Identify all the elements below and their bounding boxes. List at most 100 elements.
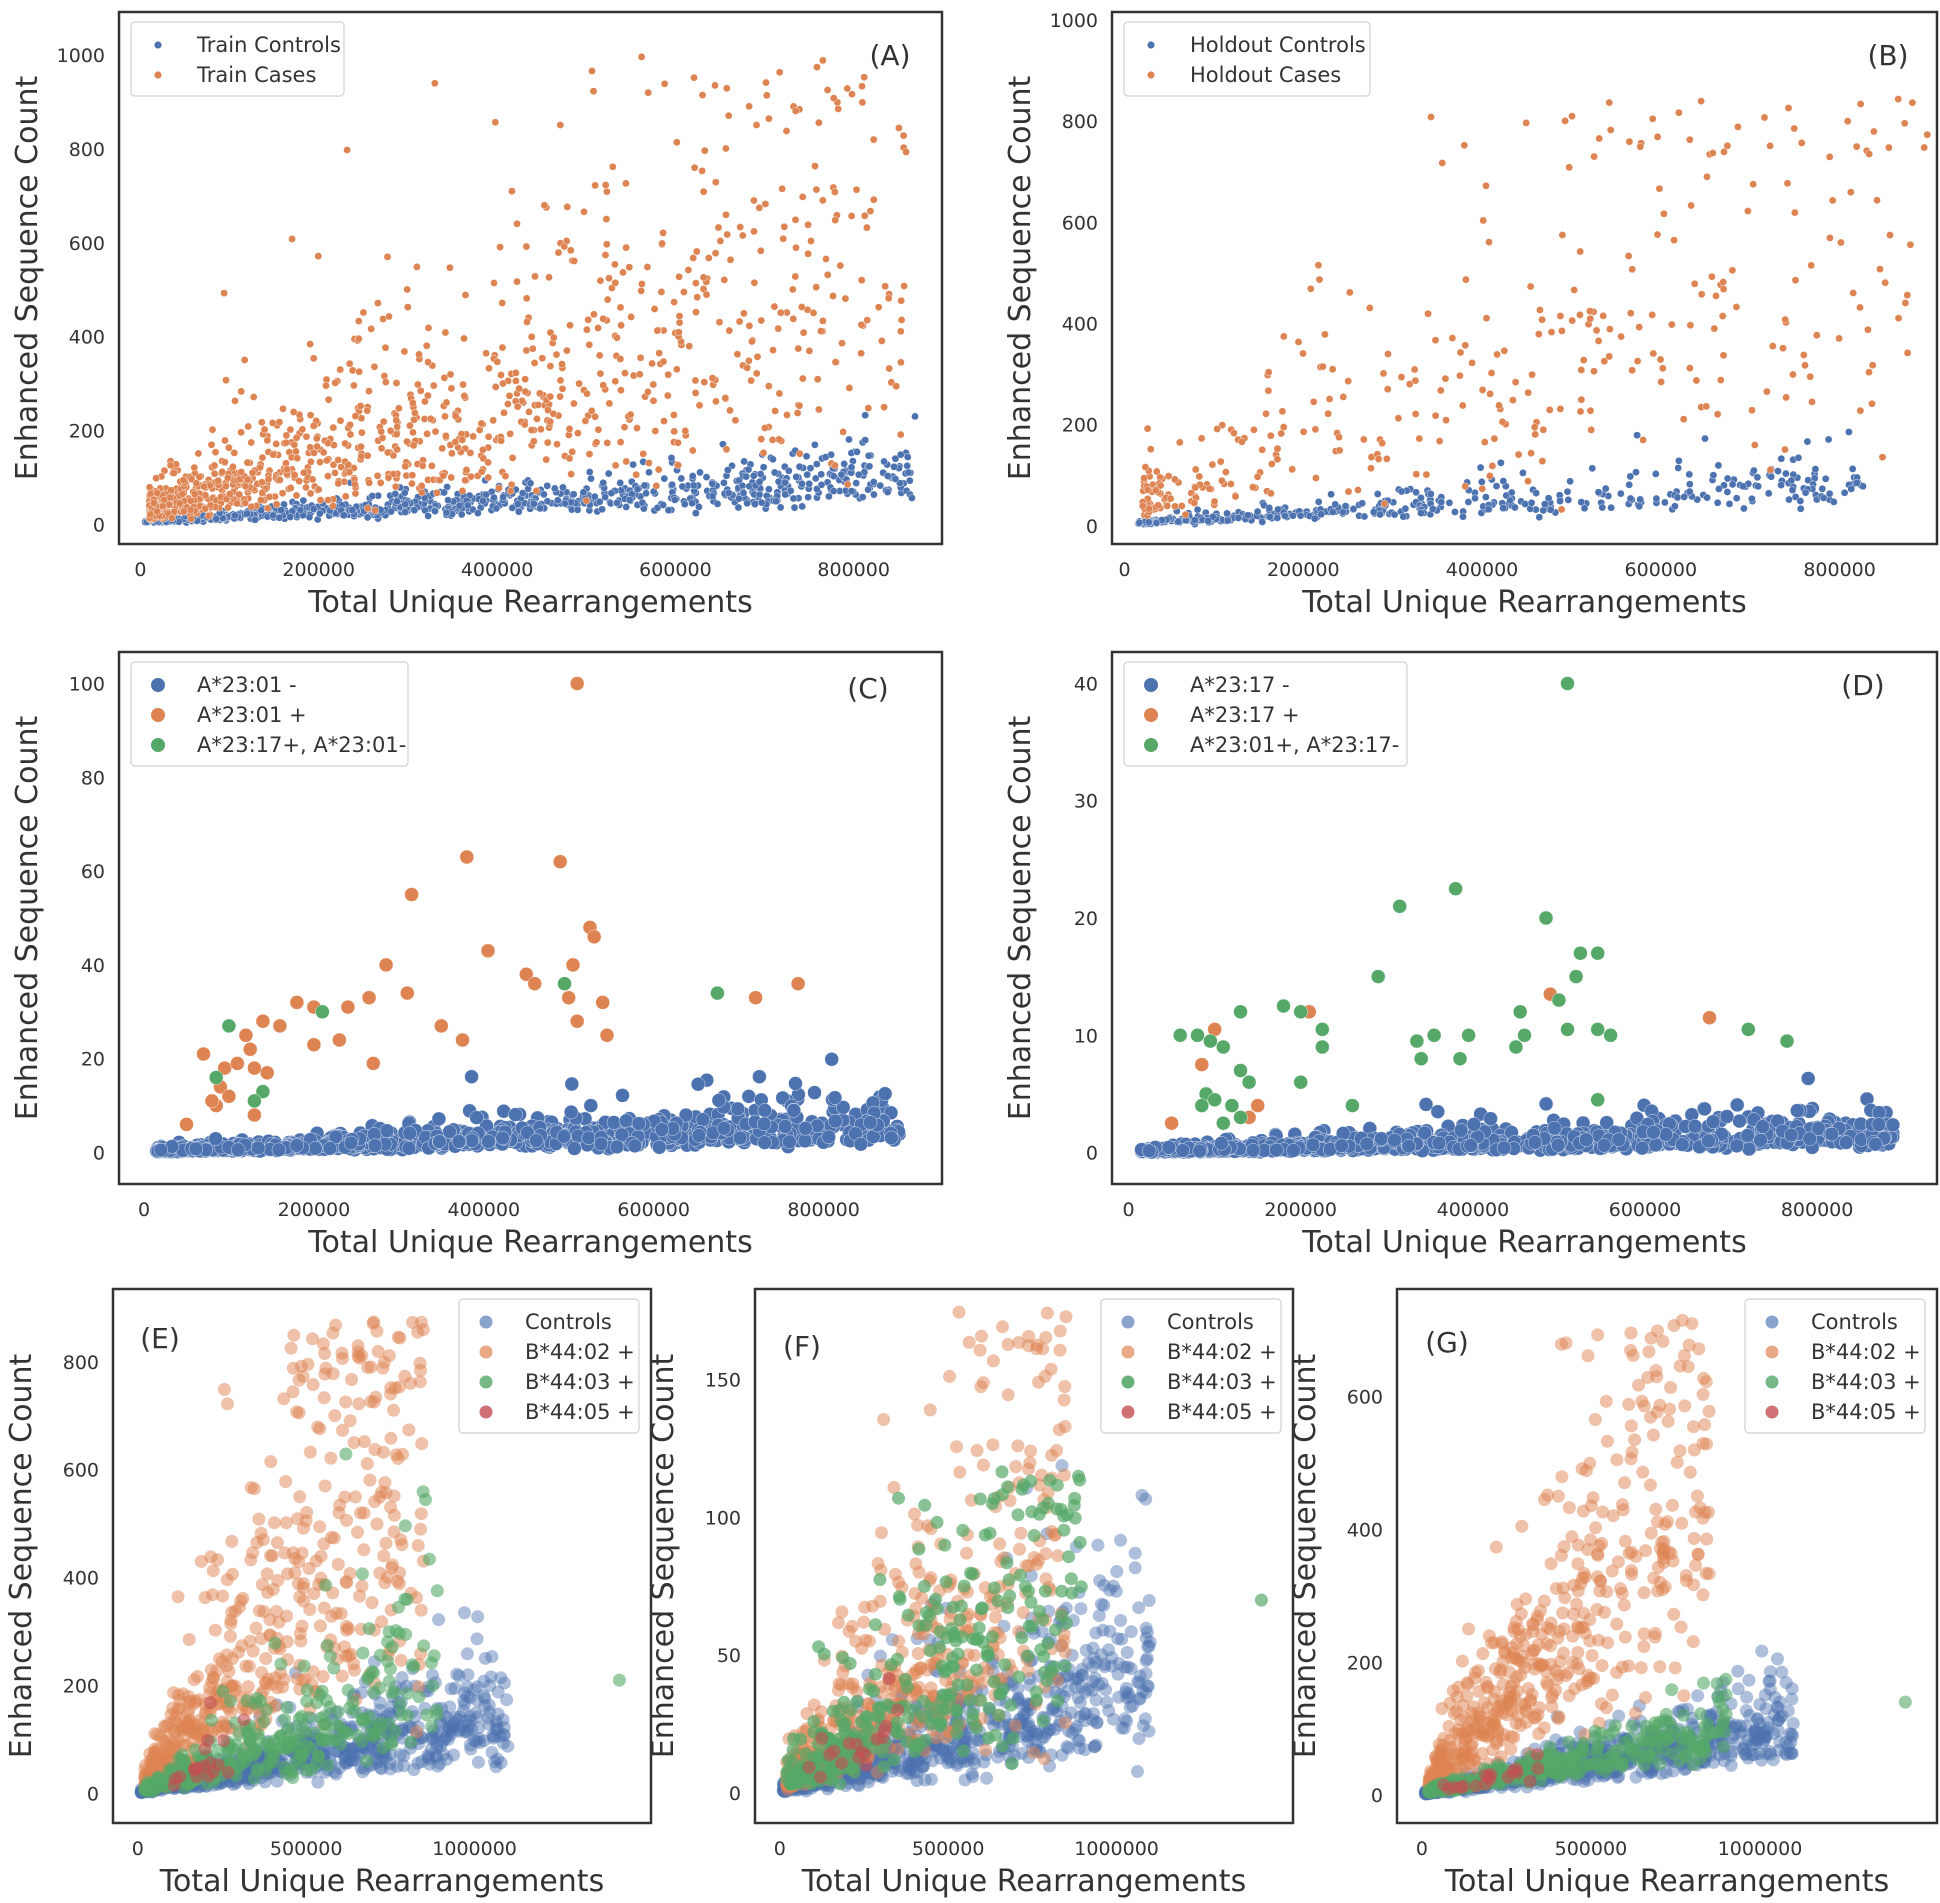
point-a-23-01 — [527, 976, 542, 991]
point-a-23-01 — [340, 999, 356, 1015]
point-train-cases — [759, 449, 768, 457]
point-train-cases — [336, 416, 345, 425]
point-holdout-cases — [1279, 423, 1288, 431]
point-holdout-cases — [1218, 421, 1227, 430]
point-holdout-controls — [1732, 494, 1741, 503]
point-holdout-cases — [1686, 135, 1694, 144]
point-holdout-controls — [1794, 453, 1803, 462]
point-train-cases — [722, 445, 731, 454]
point-train-cases — [258, 453, 267, 462]
point-train-cases — [538, 354, 547, 363]
point-a-23-17 — [1697, 1101, 1712, 1117]
point-train-cases — [673, 138, 681, 147]
point-train-cases — [804, 249, 812, 258]
point-holdout-cases — [1783, 179, 1792, 188]
point-holdout-controls — [1777, 454, 1786, 463]
point-train-cases — [563, 203, 572, 211]
point-train-cases — [880, 403, 888, 412]
point-train-cases — [462, 466, 471, 474]
point-holdout-cases — [1545, 406, 1554, 414]
point-holdout-cases — [1568, 316, 1576, 325]
point-a-23-01 — [788, 1076, 803, 1091]
point-holdout-cases — [1140, 474, 1148, 482]
point-train-controls — [865, 462, 874, 471]
point-train-controls — [633, 485, 642, 494]
point-train-cases — [302, 432, 311, 441]
point-train-cases — [750, 227, 758, 236]
point-a-23-01 — [480, 943, 496, 958]
x-tick-label: 800000 — [1803, 559, 1876, 581]
point-train-cases — [695, 401, 704, 410]
point-train-controls — [825, 492, 833, 501]
point-holdout-controls — [1859, 482, 1867, 491]
point-train-cases — [617, 386, 625, 395]
point-holdout-cases — [1486, 390, 1494, 398]
point-train-cases — [651, 427, 660, 435]
point-train-cases — [243, 458, 252, 467]
point-holdout-controls — [1331, 500, 1339, 509]
point-train-cases — [553, 440, 561, 449]
point-train-cases — [354, 317, 363, 325]
point-train-cases — [357, 442, 365, 451]
point-train-cases — [693, 293, 702, 302]
point-holdout-cases — [1881, 278, 1889, 287]
point-train-cases — [355, 334, 363, 343]
point-a-23-17 — [1483, 1111, 1498, 1126]
point-train-cases — [363, 406, 372, 415]
point-train-cases — [540, 201, 549, 210]
point-train-cases — [723, 84, 731, 93]
point-holdout-cases — [1448, 334, 1457, 342]
point-train-cases — [283, 465, 291, 474]
point-holdout-controls — [1360, 512, 1369, 521]
point-train-cases — [644, 88, 653, 97]
point-holdout-cases — [1208, 460, 1217, 469]
point-holdout-controls — [1506, 496, 1514, 505]
point-holdout-cases — [1807, 261, 1815, 270]
point-a-23-01 — [581, 1130, 596, 1146]
legend-marker — [1147, 41, 1155, 49]
point-train-cases — [649, 380, 658, 389]
point-a-23-17 — [1431, 1135, 1447, 1151]
point-train-controls — [440, 488, 448, 497]
point-holdout-cases — [1493, 350, 1501, 359]
point-train-controls — [444, 496, 452, 505]
point-train-cases — [282, 459, 290, 468]
axes-frame — [1110, 10, 1939, 546]
point-train-cases — [521, 375, 529, 384]
point-holdout-cases — [1397, 373, 1406, 381]
point-train-cases — [442, 398, 451, 407]
point-train-controls — [858, 493, 867, 501]
point-holdout-cases — [1635, 323, 1643, 331]
point-holdout-controls — [1358, 499, 1366, 508]
point-holdout-controls — [1594, 488, 1603, 497]
point-a-23-17-a-23-01 — [221, 1018, 237, 1034]
point-train-cases — [423, 430, 431, 438]
point-train-cases — [590, 310, 598, 319]
panel-label: (C) — [847, 672, 888, 705]
point-train-cases — [869, 135, 878, 144]
point-holdout-cases — [1868, 361, 1877, 370]
point-a-23-01 — [230, 1142, 246, 1157]
point-train-cases — [621, 369, 629, 377]
point-train-cases — [493, 357, 502, 366]
point-train-controls — [585, 468, 594, 476]
point-holdout-controls — [1740, 504, 1748, 513]
point-a-23-01 — [431, 1111, 447, 1127]
point-train-cases — [692, 279, 700, 287]
point-train-cases — [515, 384, 523, 393]
point-holdout-cases — [1324, 409, 1332, 418]
point-holdout-cases — [1217, 457, 1225, 466]
point-holdout-controls — [1265, 504, 1274, 512]
point-holdout-cases — [1488, 462, 1497, 470]
point-holdout-controls — [1674, 464, 1682, 472]
point-holdout-controls — [1626, 494, 1635, 503]
y-tick-label: 400 — [69, 327, 105, 349]
point-holdout-cases — [1732, 303, 1741, 311]
point-train-controls — [757, 498, 766, 507]
point-holdout-controls — [1511, 503, 1519, 512]
point-holdout-cases — [1577, 366, 1586, 374]
point-train-cases — [860, 211, 869, 220]
point-train-controls — [880, 457, 888, 466]
point-train-cases — [272, 500, 281, 509]
